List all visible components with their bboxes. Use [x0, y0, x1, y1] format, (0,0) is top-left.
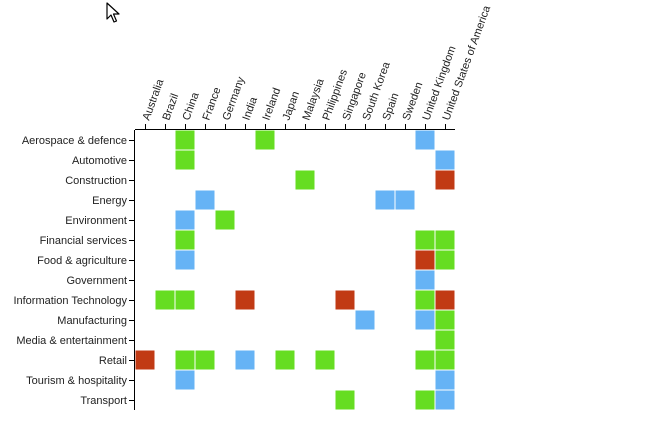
cell-financial-services-united-states-of-america: [434, 229, 456, 251]
cell-retail-india: [234, 349, 256, 371]
y-tick-label-retail: Retail: [99, 355, 127, 367]
cell-retail-france: [194, 349, 216, 371]
cell-food-and-agriculture-china: [174, 249, 196, 271]
y-tick-label-environment: Environment: [65, 215, 127, 227]
y-tick-label-information-technology: Information Technology: [13, 295, 127, 307]
cell-information-technology-singapore: [334, 289, 356, 311]
y-tick-label-energy: Energy: [92, 195, 127, 207]
y-tick-label-government: Government: [66, 275, 127, 287]
cell-environment-china: [174, 209, 196, 231]
heatmap-cells: [134, 129, 456, 411]
cell-information-technology-india: [234, 289, 256, 311]
y-tick-label-food-and-agriculture: Food & agriculture: [37, 255, 127, 267]
y-tick-label-construction: Construction: [65, 175, 127, 187]
cell-energy-france: [194, 189, 216, 211]
x-tick-label-china: China: [181, 90, 202, 122]
x-tick-label-ireland: Ireland: [261, 86, 284, 122]
cell-environment-germany: [214, 209, 236, 231]
cell-financial-services-china: [174, 229, 196, 251]
cell-retail-united-states-of-america: [434, 349, 456, 371]
cell-information-technology-united-states-of-america: [434, 289, 456, 311]
cell-food-and-agriculture-united-states-of-america: [434, 249, 456, 271]
cell-tourism-and-hospitality-china: [174, 369, 196, 391]
cell-retail-japan: [274, 349, 296, 371]
y-tick-label-automotive: Automotive: [72, 155, 127, 167]
x-tick-label-india: India: [241, 95, 261, 122]
cell-energy-sweden: [394, 189, 416, 211]
cell-food-and-agriculture-united-kingdom: [414, 249, 436, 271]
cell-media-and-entertainment-united-states-of-america: [434, 329, 456, 351]
cell-government-united-kingdom: [414, 269, 436, 291]
cell-automotive-china: [174, 149, 196, 171]
cell-construction-malaysia: [294, 169, 316, 191]
cell-construction-united-states-of-america: [434, 169, 456, 191]
cell-transport-united-kingdom: [414, 389, 436, 411]
cell-retail-australia: [134, 349, 156, 371]
y-tick-label-tourism-and-hospitality: Tourism & hospitality: [26, 375, 127, 387]
cell-transport-singapore: [334, 389, 356, 411]
y-tick-label-transport: Transport: [80, 395, 127, 407]
y-tick-label-financial-services: Financial services: [40, 235, 128, 247]
cell-information-technology-china: [174, 289, 196, 311]
x-tick-label-japan: Japan: [281, 90, 303, 122]
y-axis: Aerospace & defence Automotive Constructio…: [13, 130, 135, 410]
y-tick-label-aerospace-and-defence: Aerospace & defence: [22, 135, 127, 147]
y-tick-label-media-and-entertainment: Media & entertainment: [16, 335, 127, 347]
cell-manufacturing-united-kingdom: [414, 309, 436, 331]
cell-information-technology-brazil: [154, 289, 176, 311]
cell-manufacturing-south-korea: [354, 309, 376, 331]
cell-aerospace-and-defence-united-kingdom: [414, 129, 436, 151]
cell-retail-china: [174, 349, 196, 371]
cell-financial-services-united-kingdom: [414, 229, 436, 251]
cell-aerospace-and-defence-china: [174, 129, 196, 151]
x-tick-label-spain: Spain: [381, 91, 402, 122]
y-tick-label-manufacturing: Manufacturing: [57, 315, 127, 327]
cell-aerospace-and-defence-ireland: [254, 129, 276, 151]
mouse-pointer-icon: [106, 2, 120, 23]
cell-retail-philippines: [314, 349, 336, 371]
x-tick-label-brazil: Brazil: [161, 92, 182, 122]
cell-energy-spain: [374, 189, 396, 211]
cell-retail-united-kingdom: [414, 349, 436, 371]
cell-automotive-united-states-of-america: [434, 149, 456, 171]
cell-tourism-and-hospitality-united-states-of-america: [434, 369, 456, 391]
cell-information-technology-united-kingdom: [414, 289, 436, 311]
cell-transport-united-states-of-america: [434, 389, 456, 411]
cell-manufacturing-united-states-of-america: [434, 309, 456, 331]
